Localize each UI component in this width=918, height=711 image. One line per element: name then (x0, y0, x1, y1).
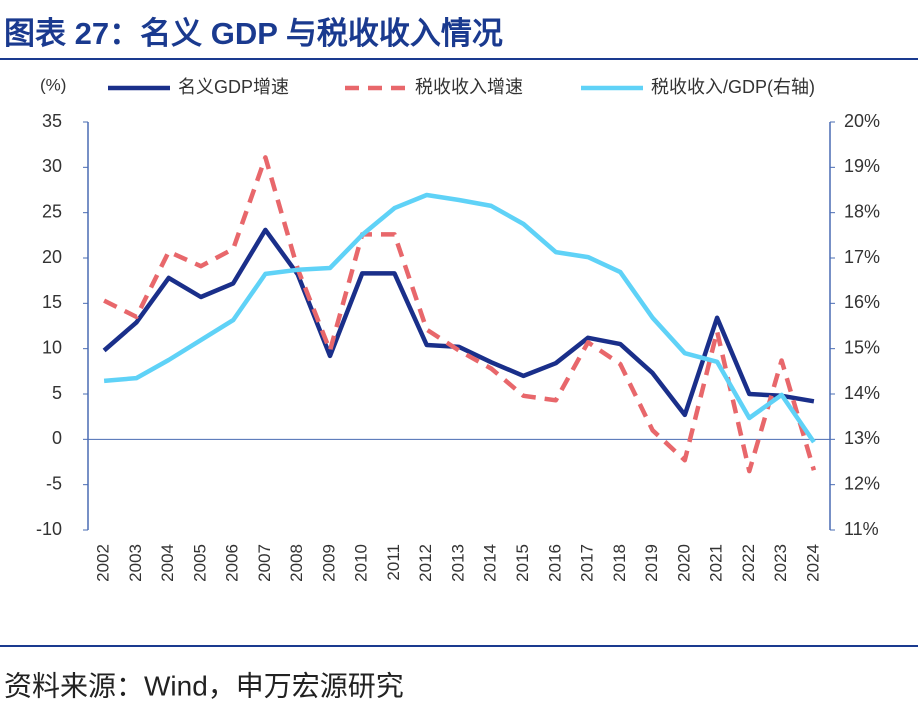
y2-tick-label: 11% (844, 519, 879, 539)
x-tick-label: 2003 (126, 544, 145, 582)
y-tick-label: 10 (42, 337, 62, 357)
x-tick-label: 2007 (255, 544, 274, 582)
x-tick-label: 2016 (545, 544, 564, 582)
y2-tick-label: 20% (844, 111, 880, 131)
y-axis-unit: (%) (40, 75, 66, 94)
y-tick-label: 30 (42, 156, 62, 176)
y2-tick-label: 15% (844, 337, 880, 357)
x-tick-label: 2023 (771, 544, 790, 582)
y-tick-label: 25 (42, 201, 62, 221)
x-tick-label: 2022 (739, 544, 758, 582)
y-tick-label: 15 (42, 292, 62, 312)
x-tick-label: 2014 (481, 544, 500, 582)
x-tick-label: 2013 (448, 544, 467, 582)
y2-tick-label: 14% (844, 383, 880, 403)
x-tick-label: 2010 (352, 544, 371, 582)
x-tick-label: 2015 (513, 544, 532, 582)
y-tick-label: -5 (46, 473, 62, 493)
legend-label: 税收收入/GDP(右轴) (651, 77, 815, 97)
legend-label: 税收收入增速 (415, 77, 523, 97)
chart-title: 图表 27：名义 GDP 与税收收入情况 (4, 16, 503, 51)
x-tick-label: 2006 (223, 544, 242, 582)
x-tick-label: 2017 (578, 544, 597, 582)
y-tick-label: 35 (42, 111, 62, 131)
x-tick-label: 2004 (158, 544, 177, 582)
x-tick-label: 2024 (803, 544, 822, 582)
x-tick-label: 2021 (707, 544, 726, 582)
y2-tick-label: 16% (844, 292, 880, 312)
y-tick-label: 20 (42, 247, 62, 267)
y2-tick-label: 12% (844, 473, 880, 493)
series-line (103, 155, 817, 474)
y2-tick-label: 18% (844, 201, 880, 221)
x-tick-label: 2020 (674, 544, 693, 582)
x-tick-label: 2002 (94, 544, 113, 582)
x-tick-label: 2019 (642, 544, 661, 582)
x-tick-label: 2012 (416, 544, 435, 582)
series-line (102, 227, 815, 418)
x-tick-label: 2005 (190, 544, 209, 582)
x-tick-label: 2018 (610, 544, 629, 582)
y-tick-label: 5 (52, 383, 62, 403)
y2-tick-label: 17% (844, 247, 880, 267)
y-tick-label: 0 (52, 428, 62, 448)
y2-tick-label: 19% (844, 156, 880, 176)
x-tick-label: 2011 (384, 544, 403, 581)
legend-label: 名义GDP增速 (178, 77, 289, 97)
source-note: 资料来源：Wind，申万宏源研究 (4, 670, 404, 701)
x-tick-label: 2009 (319, 544, 338, 582)
x-tick-label: 2008 (287, 544, 306, 582)
series-line (103, 192, 816, 444)
y-tick-label: -10 (36, 519, 62, 539)
y2-tick-label: 13% (844, 428, 880, 448)
